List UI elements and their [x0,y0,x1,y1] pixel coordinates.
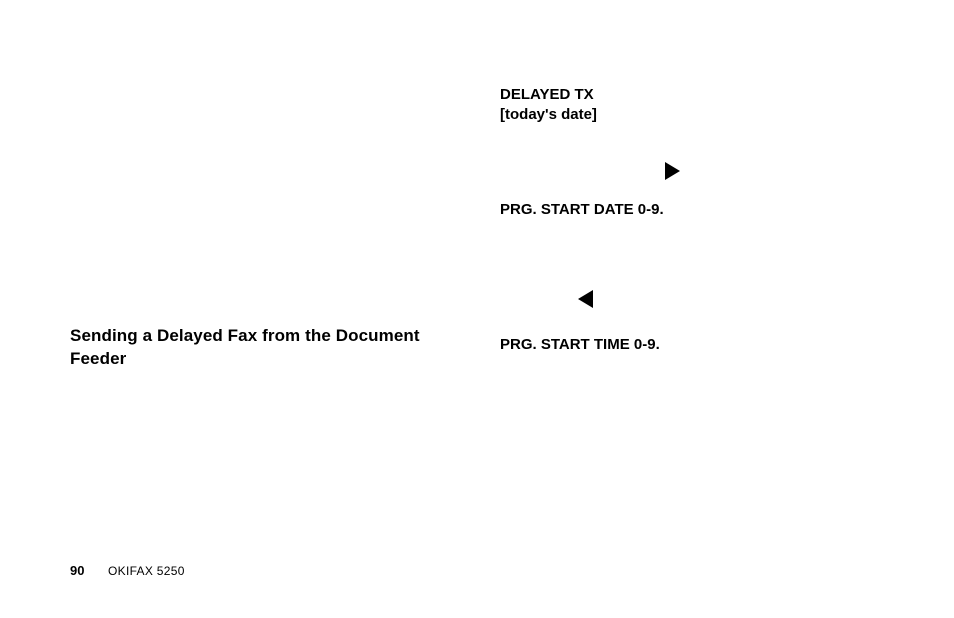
lcd-line-1a: DELAYED TX [500,85,597,105]
product-model: OKIFAX 5250 [108,564,185,578]
lcd-display-2: PRG. START DATE 0-9. [500,200,664,220]
lcd-display-3: PRG. START TIME 0-9. [500,335,660,355]
arrow-right-icon [665,162,680,180]
section-heading: Sending a Delayed Fax from the Document … [70,325,450,371]
lcd-line-1b: [today's date] [500,105,597,125]
document-page: Sending a Delayed Fax from the Document … [0,0,954,618]
lcd-display-1: DELAYED TX [today's date] [500,85,597,124]
page-number: 90 [70,563,84,578]
arrow-left-icon [578,290,593,308]
